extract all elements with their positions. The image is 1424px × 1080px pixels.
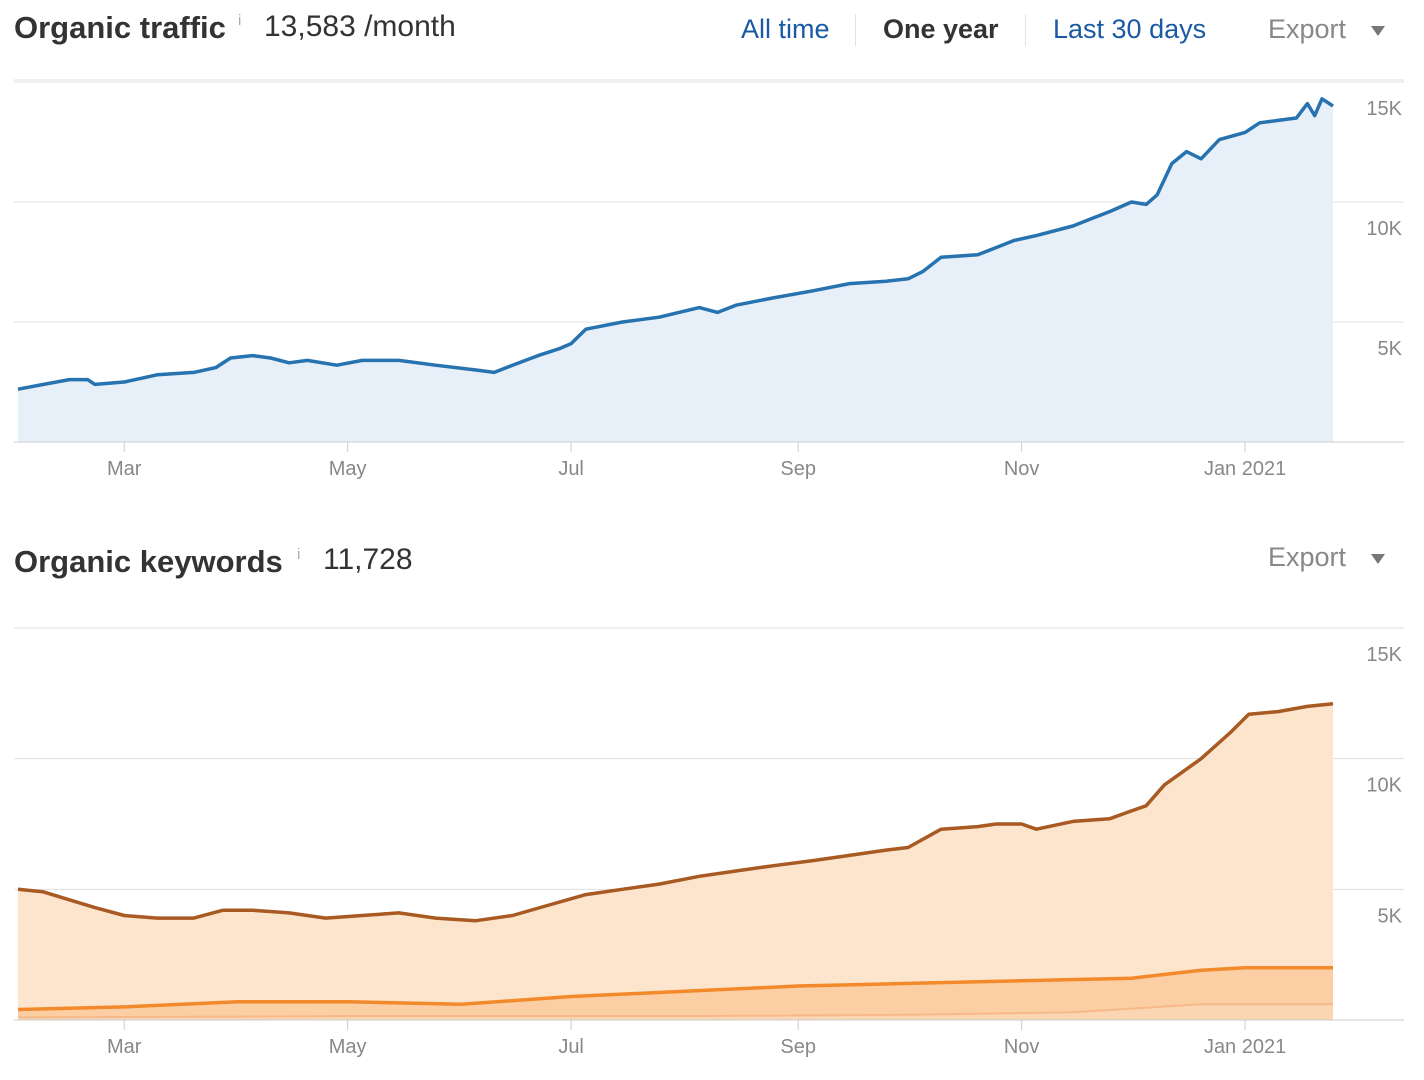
traffic-chart: 5K 10K 15K Mar May Jul Sep Nov Jan 2021 bbox=[14, 79, 1404, 480]
export-button[interactable]: Export bbox=[1268, 542, 1347, 572]
y-tick-label: 5K bbox=[1378, 338, 1403, 360]
info-icon[interactable]: i bbox=[238, 12, 242, 29]
organic-traffic-header: Organic traffic i 13,583 /month All time… bbox=[0, 0, 1424, 60]
organic-keywords-panel: Organic keywords i 11,728 Export 5K 10K 15… bbox=[0, 528, 1424, 1080]
organic-keywords-header: Organic keywords i 11,728 Export bbox=[0, 528, 1424, 588]
range-all-time-button[interactable]: All time bbox=[741, 14, 830, 44]
keywords-series-1-line bbox=[17, 702, 1334, 923]
panel-title: Organic traffic bbox=[14, 10, 226, 45]
keywords-series-2-area bbox=[18, 967, 1333, 1020]
range-last-30-days-button[interactable]: Last 30 days bbox=[1053, 14, 1207, 44]
x-tick-label: Jul bbox=[558, 1036, 584, 1058]
traffic-area bbox=[18, 98, 1333, 443]
x-tick-label: Nov bbox=[1004, 458, 1040, 480]
traffic-line bbox=[17, 97, 1334, 391]
keywords-series-2-line bbox=[17, 965, 1333, 1012]
x-tick-label: Jul bbox=[558, 458, 584, 480]
chevron-down-icon[interactable] bbox=[1371, 26, 1385, 36]
range-one-year-button[interactable]: One year bbox=[883, 14, 999, 44]
keywords-series-1-area bbox=[18, 703, 1333, 1020]
y-tick-label: 15K bbox=[1366, 644, 1402, 666]
panel-title: Organic keywords bbox=[14, 544, 283, 579]
x-tick-label: Sep bbox=[780, 458, 816, 480]
keywords-series-3-line bbox=[17, 1003, 1333, 1019]
x-tick-label: Sep bbox=[780, 1036, 816, 1058]
traffic-value: 13,583 /month bbox=[264, 10, 456, 43]
keywords-value: 11,728 bbox=[323, 543, 413, 576]
y-tick-label: 15K bbox=[1366, 98, 1402, 120]
keywords-chart: 5K 10K 15K Mar May Jul Sep Nov Jan 2021 bbox=[14, 627, 1404, 1058]
organic-traffic-panel: Organic traffic i 13,583 /month All time… bbox=[0, 0, 1424, 500]
x-tick-label: Mar bbox=[107, 1036, 142, 1058]
x-tick-label: May bbox=[329, 1036, 367, 1058]
x-tick-label: Jan 2021 bbox=[1204, 458, 1286, 480]
info-icon[interactable]: i bbox=[297, 546, 301, 563]
y-tick-label: 5K bbox=[1378, 905, 1403, 927]
x-tick-label: Nov bbox=[1004, 1036, 1040, 1058]
x-tick-label: May bbox=[329, 458, 367, 480]
y-tick-label: 10K bbox=[1366, 775, 1402, 797]
range-separator bbox=[855, 14, 856, 46]
range-separator bbox=[1025, 14, 1026, 46]
x-tick-label: Jan 2021 bbox=[1204, 1036, 1286, 1058]
x-tick-label: Mar bbox=[107, 458, 142, 480]
chevron-down-icon[interactable] bbox=[1371, 554, 1385, 564]
y-tick-label: 10K bbox=[1366, 218, 1402, 240]
keywords-series-3-area bbox=[18, 1004, 1333, 1020]
export-button[interactable]: Export bbox=[1268, 14, 1347, 44]
